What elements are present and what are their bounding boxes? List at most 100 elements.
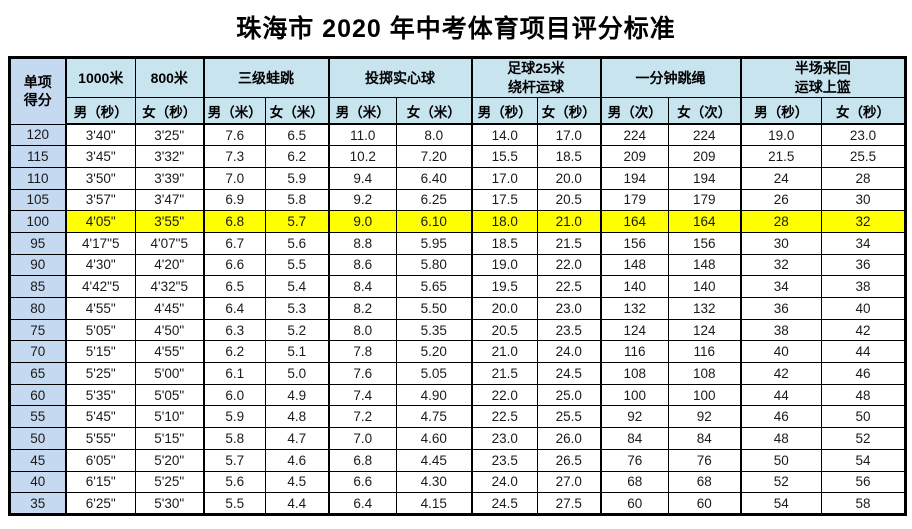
value-cell: 23.0: [821, 123, 907, 147]
value-cell: 76: [599, 448, 670, 472]
value-cell: 26.5: [536, 448, 602, 472]
value-cell: 5.9: [202, 405, 266, 429]
value-cell: 5.7: [202, 448, 266, 472]
score-cell: 75: [9, 318, 66, 342]
value-cell: 6.25: [396, 188, 472, 212]
value-cell: 179: [599, 188, 670, 212]
value-cell: 34: [739, 275, 823, 298]
value-cell: 20.0: [470, 297, 538, 320]
value-cell: 6.6: [202, 253, 266, 277]
value-cell: 132: [668, 297, 742, 320]
value-cell: 140: [599, 275, 670, 298]
value-cell: 38: [821, 275, 907, 298]
group-header-3: 投掷实心球: [327, 57, 472, 98]
group-header-1: 800米: [135, 57, 204, 98]
value-cell: 3'45": [64, 145, 136, 168]
value-cell: 4'17"5: [64, 231, 136, 255]
value-cell: 48: [739, 427, 823, 450]
value-cell: 5'25": [64, 362, 136, 385]
value-cell: 40: [821, 297, 907, 320]
table-row: 95 4'17"5 4'07"5 6.7 5.6 8.8 5.95 18.5 21.5 156 15…: [9, 231, 907, 255]
value-cell: 27.5: [536, 492, 602, 515]
value-cell: 224: [599, 123, 670, 147]
value-cell: 6.40: [396, 166, 472, 190]
value-cell: 22.0: [470, 383, 538, 407]
value-cell: 5'30": [135, 492, 204, 515]
sub-header-0: 男（秒）: [64, 97, 136, 125]
value-cell: 4'50": [135, 318, 204, 342]
value-cell: 5.80: [396, 253, 472, 277]
value-cell: 76: [668, 448, 742, 472]
sub-header-4: 男（米）: [327, 97, 397, 125]
value-cell: 7.0: [202, 166, 266, 190]
group-header-5: 一分钟跳绳: [599, 57, 742, 98]
value-cell: 7.6: [327, 362, 397, 385]
value-cell: 30: [821, 188, 907, 212]
sub-header-8: 男（次）: [599, 97, 670, 125]
value-cell: 5'05": [64, 318, 136, 342]
value-cell: 68: [599, 470, 670, 494]
value-cell: 5'05": [135, 383, 204, 407]
value-cell: 5.8: [202, 427, 266, 450]
value-cell: 116: [668, 340, 742, 364]
value-cell: 84: [599, 427, 670, 450]
sub-header-6: 男（秒）: [470, 97, 538, 125]
value-cell: 50: [821, 405, 907, 429]
score-cell: 40: [9, 470, 66, 494]
value-cell: 25.0: [536, 383, 602, 407]
value-cell: 4'05": [64, 210, 136, 233]
value-cell: 124: [599, 318, 670, 342]
value-cell: 46: [821, 362, 907, 385]
value-cell: 42: [739, 362, 823, 385]
value-cell: 60: [668, 492, 742, 515]
value-cell: 26: [739, 188, 823, 212]
value-cell: 23.0: [536, 297, 602, 320]
value-cell: 132: [599, 297, 670, 320]
value-cell: 5.0: [265, 362, 329, 385]
group-header-0: 1000米: [64, 57, 136, 98]
value-cell: 6'15": [64, 470, 136, 494]
page-title: 珠海市 2020 年中考体育项目评分标准: [236, 15, 676, 43]
value-cell: 7.4: [327, 383, 397, 407]
value-cell: 17.0: [470, 166, 538, 190]
value-cell: 9.4: [327, 166, 397, 190]
value-cell: 4'42"5: [64, 275, 136, 298]
value-cell: 68: [668, 470, 742, 494]
value-cell: 20.5: [536, 188, 602, 212]
value-cell: 3'32": [135, 145, 204, 168]
value-cell: 148: [599, 253, 670, 277]
value-cell: 4.30: [396, 470, 472, 494]
value-cell: 4.8: [265, 405, 329, 429]
value-cell: 6.1: [202, 362, 266, 385]
value-cell: 28: [739, 210, 823, 233]
value-cell: 4'55": [135, 340, 204, 364]
value-cell: 9.2: [327, 188, 397, 212]
value-cell: 9.0: [327, 210, 397, 233]
value-cell: 5.1: [265, 340, 329, 364]
value-cell: 100: [599, 383, 670, 407]
value-cell: 7.6: [202, 123, 266, 147]
value-cell: 24: [739, 166, 823, 190]
value-cell: 18.0: [470, 210, 538, 233]
value-cell: 5'25": [135, 470, 204, 494]
value-cell: 44: [821, 340, 907, 364]
value-cell: 54: [821, 448, 907, 472]
value-cell: 108: [668, 362, 742, 385]
sub-header-5: 女（米）: [396, 97, 472, 125]
value-cell: 4.45: [396, 448, 472, 472]
table-row: 60 5'35" 5'05" 6.0 4.9 7.4 4.90 22.0 25.0 100 100 4…: [9, 383, 907, 407]
value-cell: 5.4: [265, 275, 329, 298]
value-cell: 4.6: [265, 448, 329, 472]
value-cell: 25.5: [821, 145, 907, 168]
value-cell: 6.3: [202, 318, 266, 342]
group-header-2: 三级蛙跳: [202, 57, 329, 98]
value-cell: 26.0: [536, 427, 602, 450]
value-cell: 84: [668, 427, 742, 450]
value-cell: 40: [739, 340, 823, 364]
value-cell: 3'50": [64, 166, 136, 190]
value-cell: 24.0: [536, 340, 602, 364]
value-cell: 6.2: [202, 340, 266, 364]
value-cell: 5.95: [396, 231, 472, 255]
value-cell: 4'45": [135, 297, 204, 320]
value-cell: 21.5: [536, 231, 602, 255]
